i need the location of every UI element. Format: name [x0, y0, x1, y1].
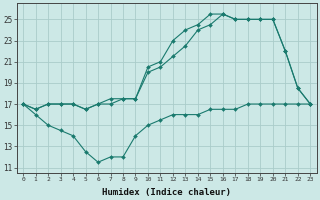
- X-axis label: Humidex (Indice chaleur): Humidex (Indice chaleur): [102, 188, 231, 197]
